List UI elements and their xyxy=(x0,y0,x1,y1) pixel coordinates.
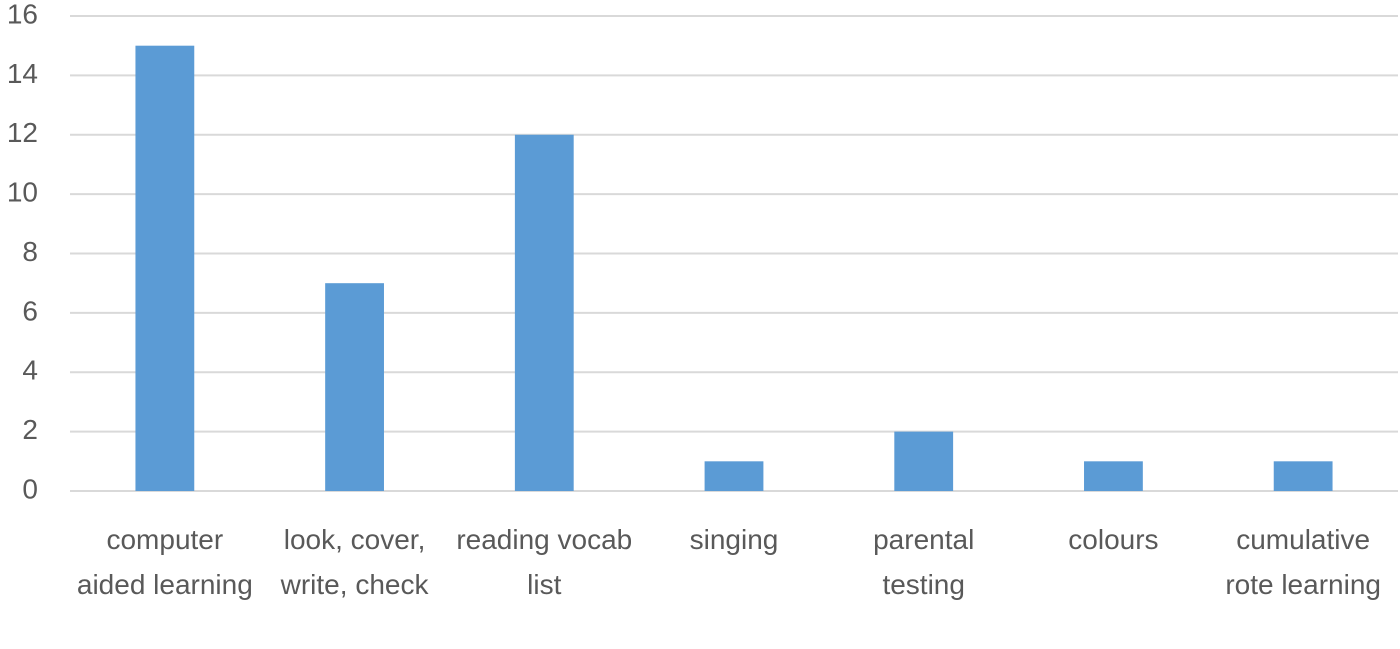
y-tick-label: 14 xyxy=(7,58,38,89)
x-tick-label: colours xyxy=(1068,524,1159,555)
x-tick-label: parental testing xyxy=(873,524,975,600)
y-tick-label: 10 xyxy=(7,177,38,208)
y-tick-label: 8 xyxy=(22,236,38,267)
x-tick-label: look, cover, write, check xyxy=(280,524,429,600)
bar xyxy=(1273,461,1333,491)
bar xyxy=(1084,461,1143,491)
x-tick-label: computer aided learning xyxy=(76,524,253,600)
y-tick-label: 2 xyxy=(22,414,38,445)
x-tick-label: singing xyxy=(689,524,779,555)
x-tick-label: cumulative rote learning xyxy=(1225,524,1381,600)
bar xyxy=(325,283,384,491)
y-tick-label: 6 xyxy=(22,295,38,326)
bar xyxy=(514,134,574,491)
y-tick-label: 0 xyxy=(22,473,38,504)
y-tick-label: 12 xyxy=(7,117,38,148)
y-tick-label: 4 xyxy=(22,355,38,386)
y-tick-label: 16 xyxy=(7,0,38,29)
x-tick-label: reading vocab list xyxy=(456,524,633,600)
bar xyxy=(704,461,764,491)
bar xyxy=(894,431,954,491)
bar xyxy=(135,45,195,491)
